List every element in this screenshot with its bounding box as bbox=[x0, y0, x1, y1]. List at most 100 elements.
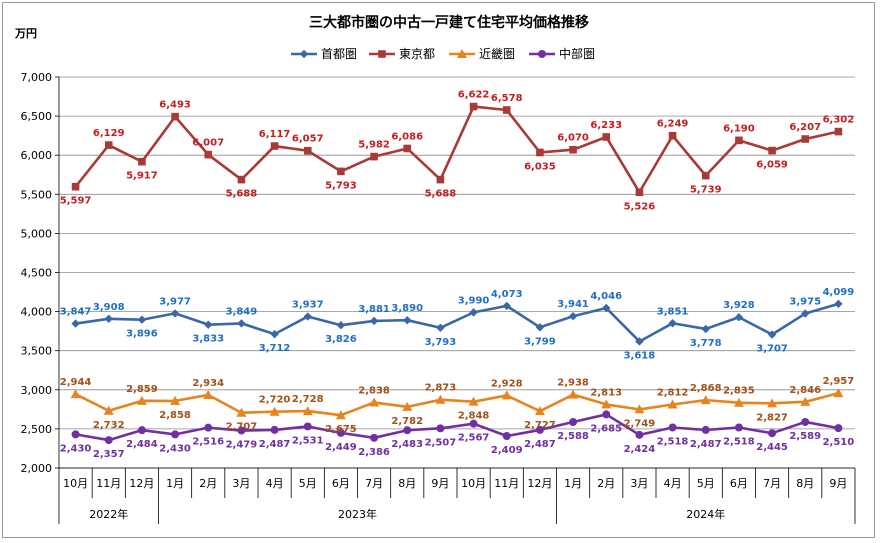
data-label: 3,937 bbox=[292, 300, 324, 311]
data-point bbox=[734, 423, 743, 432]
data-label: 2,589 bbox=[789, 431, 821, 442]
data-point bbox=[137, 315, 147, 324]
data-point bbox=[436, 323, 445, 332]
y-tick-label: 2,500 bbox=[21, 423, 53, 436]
series-line bbox=[75, 391, 839, 417]
data-point bbox=[635, 188, 644, 197]
data-point bbox=[403, 316, 412, 325]
data-label: 6,117 bbox=[259, 129, 291, 140]
data-point bbox=[370, 433, 379, 442]
data-point bbox=[469, 308, 478, 317]
data-point bbox=[370, 152, 378, 161]
data-point bbox=[733, 397, 744, 407]
legend-label: 中部圏 bbox=[559, 46, 595, 61]
data-point bbox=[237, 426, 246, 435]
data-point bbox=[303, 146, 312, 155]
data-point bbox=[369, 316, 379, 326]
data-label: 2,720 bbox=[259, 395, 291, 406]
series-layer bbox=[70, 102, 844, 445]
legend: 首都圏 東京都 近畿圏 中部圏 bbox=[291, 46, 595, 61]
x-axis: 10月 11月 12月 1月 2月 3月 4月 5月 6月 7月 8月 9月 10月 11月 12月 1月 2月… bbox=[58, 467, 856, 524]
data-point bbox=[468, 396, 479, 406]
data-label: 2,479 bbox=[226, 440, 258, 451]
data-point bbox=[270, 329, 279, 339]
data-label: 2,782 bbox=[391, 416, 423, 427]
data-label: 3,826 bbox=[325, 334, 357, 345]
x-tick-label: 6月 bbox=[332, 477, 350, 490]
y-tick-label: 4,000 bbox=[21, 306, 53, 319]
data-label: 2,588 bbox=[557, 431, 589, 442]
data-point bbox=[768, 146, 776, 155]
data-label: 3,941 bbox=[557, 299, 589, 310]
data-label: 5,688 bbox=[226, 189, 258, 200]
data-label: 2,859 bbox=[126, 384, 158, 395]
data-point bbox=[700, 395, 711, 405]
data-point bbox=[602, 410, 611, 419]
data-label: 2,487 bbox=[524, 439, 556, 450]
data-point bbox=[336, 321, 346, 330]
data-point bbox=[435, 394, 446, 404]
data-label: 2,957 bbox=[823, 376, 855, 387]
data-point bbox=[436, 175, 445, 184]
x-tick-label: 7月 bbox=[365, 477, 383, 490]
data-label: 3,712 bbox=[259, 343, 291, 354]
data-point bbox=[800, 396, 811, 406]
data-label-layer: 3,847 3,908 3,896 3,977 3,833 3,849 3,712 3,937… bbox=[60, 90, 855, 461]
data-label: 2,484 bbox=[126, 439, 158, 450]
data-label: 2,507 bbox=[425, 437, 457, 448]
data-label: 2,445 bbox=[756, 442, 788, 453]
data-label: 2,518 bbox=[723, 436, 755, 447]
data-point bbox=[634, 404, 645, 414]
x-tick-label: 1月 bbox=[166, 477, 184, 490]
legend-label: 近畿圏 bbox=[479, 47, 515, 61]
data-label: 2,838 bbox=[358, 385, 390, 396]
data-label: 2,938 bbox=[557, 378, 589, 389]
legend-entry-capital-area: 首都圏 bbox=[291, 47, 357, 61]
x-tick-label: 3月 bbox=[630, 477, 648, 490]
data-label: 5,982 bbox=[358, 140, 390, 151]
data-point bbox=[833, 388, 844, 398]
data-label: 3,707 bbox=[756, 344, 788, 355]
data-label: 3,793 bbox=[425, 337, 457, 348]
legend-entry-chubu: 中部圏 bbox=[529, 46, 595, 61]
data-label: 2,732 bbox=[93, 420, 125, 431]
series-line bbox=[75, 302, 839, 343]
data-point bbox=[402, 401, 413, 411]
x-tick-label: 2月 bbox=[199, 477, 217, 490]
data-point bbox=[170, 309, 180, 318]
data-label: 2,567 bbox=[458, 433, 490, 444]
data-point bbox=[171, 112, 179, 121]
data-label: 2,858 bbox=[159, 410, 191, 421]
year-label: 2023年 bbox=[338, 507, 377, 521]
series-line bbox=[74, 105, 839, 194]
data-label: 3,851 bbox=[657, 306, 689, 317]
data-point bbox=[801, 135, 810, 143]
data-label: 6,190 bbox=[723, 123, 755, 134]
data-point bbox=[204, 320, 213, 329]
data-point bbox=[403, 426, 412, 435]
data-point bbox=[635, 430, 644, 439]
data-point bbox=[204, 423, 213, 432]
data-label: 3,881 bbox=[358, 304, 390, 315]
data-label: 4,046 bbox=[590, 291, 622, 302]
data-label: 6,233 bbox=[590, 120, 622, 131]
data-label: 5,917 bbox=[126, 171, 158, 182]
legend-label: 東京都 bbox=[399, 47, 435, 61]
data-point bbox=[237, 319, 246, 328]
data-point bbox=[269, 406, 280, 416]
data-label: 3,890 bbox=[391, 303, 423, 314]
data-label: 3,847 bbox=[60, 307, 92, 318]
data-point bbox=[801, 309, 810, 318]
legend-label: 首都圏 bbox=[321, 47, 357, 61]
data-label: 3,928 bbox=[723, 300, 755, 311]
unit-label: 万円 bbox=[14, 27, 37, 40]
data-point bbox=[535, 323, 545, 332]
data-label: 3,833 bbox=[192, 334, 224, 345]
data-label: 3,799 bbox=[524, 336, 556, 347]
data-label: 2,728 bbox=[292, 394, 324, 405]
x-tick-label: 2月 bbox=[597, 477, 615, 490]
data-label: 3,896 bbox=[126, 329, 158, 340]
data-label: 6,622 bbox=[458, 90, 490, 101]
data-label: 2,846 bbox=[789, 385, 821, 396]
data-label: 6,249 bbox=[657, 119, 689, 130]
